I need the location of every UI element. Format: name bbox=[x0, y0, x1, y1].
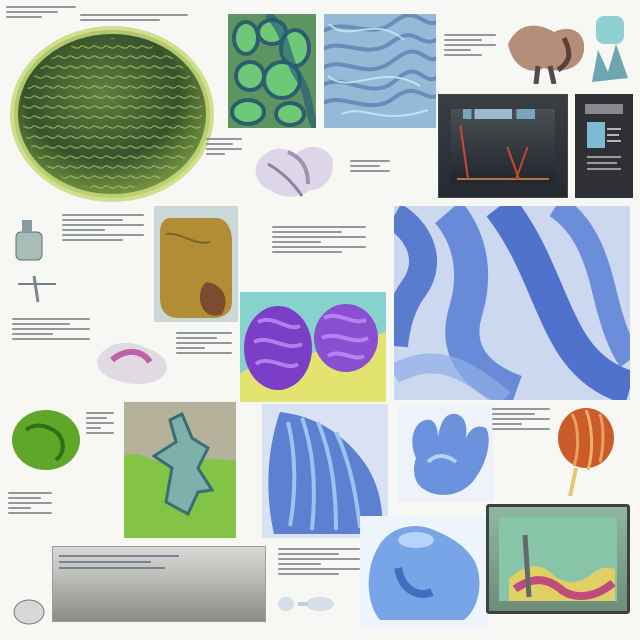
monitor-image bbox=[486, 504, 630, 614]
graph-baseline bbox=[457, 178, 549, 180]
bottom-left-object bbox=[10, 596, 48, 628]
dark-info-card bbox=[575, 94, 633, 198]
brown-leaf-illustration bbox=[154, 206, 238, 322]
text-notes-top-left bbox=[6, 6, 76, 18]
brown-leaf-image bbox=[154, 206, 238, 322]
landscape-tissue-image bbox=[124, 402, 236, 538]
blue-ridges-image bbox=[394, 206, 630, 400]
text-notes-top-right bbox=[444, 34, 496, 56]
landscape-tissue-illustration bbox=[124, 402, 236, 538]
bone-joint-image bbox=[250, 134, 336, 200]
bottom-center-shape bbox=[274, 592, 338, 616]
teal-structure-illustration bbox=[592, 16, 628, 82]
lab-diagram-left-illustration bbox=[15, 220, 56, 303]
bottom-left-object-illustration bbox=[13, 599, 45, 625]
red-pod-illustration bbox=[558, 408, 614, 497]
specimen-illustration bbox=[97, 342, 167, 384]
text-notes-top bbox=[80, 14, 188, 21]
red-pod-image bbox=[546, 396, 626, 500]
blue-ridges-illustration bbox=[394, 206, 630, 400]
green-cell-lower-left-illustration bbox=[12, 410, 80, 470]
brown-organ-illustration bbox=[508, 25, 585, 84]
blue-appliance-illustration bbox=[360, 516, 488, 628]
green-tissue-illustration bbox=[228, 14, 316, 128]
dark-graph-screen bbox=[451, 109, 555, 183]
gray-text-panel bbox=[52, 546, 266, 622]
blue-fiber-image bbox=[324, 14, 436, 128]
blue-hand-illustration bbox=[398, 404, 494, 502]
green-cell-lower-left bbox=[8, 404, 84, 476]
lab-diagram-left bbox=[12, 214, 70, 306]
green-cell-illustration bbox=[10, 26, 214, 202]
text-notes-left-2 bbox=[12, 318, 90, 340]
dark-info-card-illustration bbox=[585, 104, 623, 170]
graph-text-band bbox=[463, 109, 535, 119]
monitor-illustration bbox=[499, 517, 617, 601]
brown-organ-image bbox=[500, 14, 590, 84]
text-notes-center-left bbox=[272, 226, 366, 253]
green-cell-image bbox=[8, 22, 216, 202]
bone-joint-illustration bbox=[255, 146, 333, 197]
mitochondria-illustration bbox=[240, 292, 386, 402]
blue-fan-image bbox=[262, 404, 388, 538]
text-notes-lower-left-middle bbox=[176, 332, 232, 354]
green-tissue-image bbox=[228, 14, 316, 128]
blue-hand-image bbox=[398, 404, 494, 502]
text-notes-center-top bbox=[350, 160, 390, 172]
blue-fan-illustration bbox=[262, 404, 388, 538]
text-notes-lower-left bbox=[86, 412, 114, 434]
text-notes-lower-right bbox=[492, 408, 550, 430]
teal-structure-image bbox=[588, 14, 632, 84]
text-notes-left-1 bbox=[62, 214, 144, 241]
text-notes-middle-top bbox=[206, 138, 242, 155]
bottom-center-shape-illustration bbox=[278, 597, 334, 611]
dark-graph-panel bbox=[438, 94, 568, 198]
mitochondria-image bbox=[240, 292, 386, 402]
text-notes-bottom-center bbox=[278, 548, 360, 575]
text-notes-bottom-left bbox=[8, 492, 52, 514]
blue-fiber-illustration bbox=[324, 14, 436, 128]
blue-appliance-image bbox=[360, 516, 488, 628]
specimen-image bbox=[94, 332, 172, 388]
